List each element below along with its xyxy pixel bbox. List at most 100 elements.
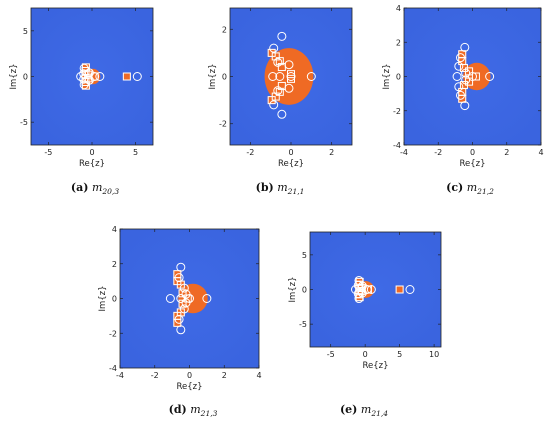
circle-marker: [176, 325, 186, 335]
circle-marker: [284, 60, 294, 70]
region-patch: [271, 92, 280, 101]
region-patch: [275, 87, 284, 96]
circle-marker: [79, 80, 89, 90]
circle-marker: [454, 82, 464, 92]
circle-marker: [362, 285, 372, 294]
y-tick-label: -5: [20, 118, 28, 127]
caption-symbol: m: [277, 181, 288, 194]
y-axis-label: Im{z}: [208, 63, 218, 89]
panel-a: -5 0 5 -5 0 5 Re{z} Im{z}: [7, 4, 163, 171]
y-tick-label: 0: [396, 73, 401, 82]
circle-marker: [79, 63, 89, 73]
circle-marker: [79, 74, 89, 84]
caption-tag: (d): [168, 403, 187, 416]
x-tick-label: 2: [329, 148, 334, 157]
circle-marker: [132, 72, 142, 81]
caption-tag: (b): [255, 181, 274, 194]
x-tick-label: -2: [434, 148, 442, 157]
y-tick-label: 2: [222, 25, 227, 34]
caption-b: (b) m21,1: [225, 181, 335, 196]
circle-marker: [176, 294, 186, 303]
caption-subscript: 21,4: [371, 409, 389, 419]
square-marker: [275, 57, 284, 66]
x-tick-label: -2: [246, 148, 254, 157]
square-marker: [271, 92, 280, 101]
circle-marker: [202, 294, 212, 303]
region-patch: [287, 74, 295, 83]
region-patch: [122, 72, 131, 81]
circle-marker: [179, 283, 189, 293]
circle-marker: [165, 294, 175, 303]
y-axis-label: Im{z}: [9, 63, 19, 89]
square-marker: [84, 74, 93, 83]
square-marker: [122, 72, 131, 81]
plot-c: -4 -2 0 2 4 -4 -2 0 2 4 Re{z} Im{z}: [382, 4, 544, 169]
region-patch: [287, 70, 295, 79]
y-tick-label: 4: [396, 4, 401, 13]
y-tick-label: -2: [109, 329, 117, 338]
y-tick-label: -4: [393, 141, 401, 150]
x-tick-label: -4: [400, 148, 408, 157]
circle-marker: [277, 31, 287, 41]
region-patch: [363, 285, 372, 294]
x-tick-label: 0: [187, 371, 192, 380]
x-axis-label: Re{z}: [176, 382, 202, 392]
x-tick-label: 4: [538, 148, 543, 157]
circle-marker: [460, 101, 470, 111]
y-axis-label: Im{z}: [382, 63, 392, 89]
circle-marker: [95, 72, 105, 81]
panel-b: -2 0 2 -2 0 2 Re{z} Im{z}: [206, 4, 362, 171]
circle-marker: [306, 72, 316, 81]
circle-marker: [275, 72, 285, 81]
circle-marker: [269, 100, 279, 110]
caption-c: (c) m21,2: [415, 181, 525, 196]
y-tick-label: 2: [396, 38, 401, 47]
y-tick-label: 4: [112, 225, 117, 234]
caption-d: (d) m21,3: [138, 403, 248, 418]
y-tick-label: 0: [222, 73, 227, 82]
region-patch: [267, 48, 276, 57]
circle-marker: [268, 72, 278, 81]
circle-marker: [174, 273, 184, 283]
y-axis-label: Im{z}: [98, 285, 108, 311]
x-tick-label: 5: [133, 148, 138, 157]
x-axis-label: Re{z}: [278, 159, 304, 169]
caption-e: (e) m21,4: [309, 403, 419, 418]
region-patch: [459, 63, 468, 72]
region-patch: [271, 52, 280, 61]
plot-d: -4 -2 0 2 4 -4 -2 0 2 4 Re{z} Im{z}: [98, 225, 262, 392]
x-axis-label: Re{z}: [459, 159, 485, 169]
x-tick-label: 5: [397, 350, 402, 359]
caption-symbol: m: [190, 403, 201, 416]
circle-marker: [485, 72, 495, 81]
circle-marker: [452, 72, 462, 81]
x-tick-label: 2: [222, 371, 227, 380]
x-tick-label: -2: [151, 371, 159, 380]
circle-marker: [185, 294, 194, 303]
region-patch: [183, 294, 192, 303]
circle-marker: [79, 69, 89, 79]
y-tick-label: -2: [219, 120, 227, 129]
circle-marker: [405, 285, 415, 294]
circle-marker: [277, 109, 287, 119]
y-tick-label: -5: [299, 320, 307, 329]
y-tick-label: 0: [23, 73, 28, 82]
x-axis-label: Re{z}: [79, 159, 105, 169]
circle-marker: [90, 72, 100, 81]
circle-marker: [273, 57, 283, 67]
circle-marker: [284, 83, 294, 93]
caption-symbol: m: [466, 181, 478, 194]
x-tick-label: 2: [504, 148, 509, 157]
circle-marker: [76, 72, 86, 81]
panel-e: -5 0 5 10 -5 0 5 Re{z} Im{z}: [286, 228, 451, 373]
x-tick-label: -4: [116, 371, 124, 380]
y-tick-label: -4: [109, 364, 117, 373]
circle-marker: [454, 61, 464, 71]
y-tick-label: -2: [393, 107, 401, 116]
square-marker: [471, 72, 480, 81]
circle-marker: [286, 72, 296, 81]
y-tick-label: 0: [112, 295, 117, 304]
caption-subscript: 21,2: [477, 187, 494, 197]
x-tick-label: -5: [327, 350, 335, 359]
x-tick-label: 0: [470, 148, 475, 157]
